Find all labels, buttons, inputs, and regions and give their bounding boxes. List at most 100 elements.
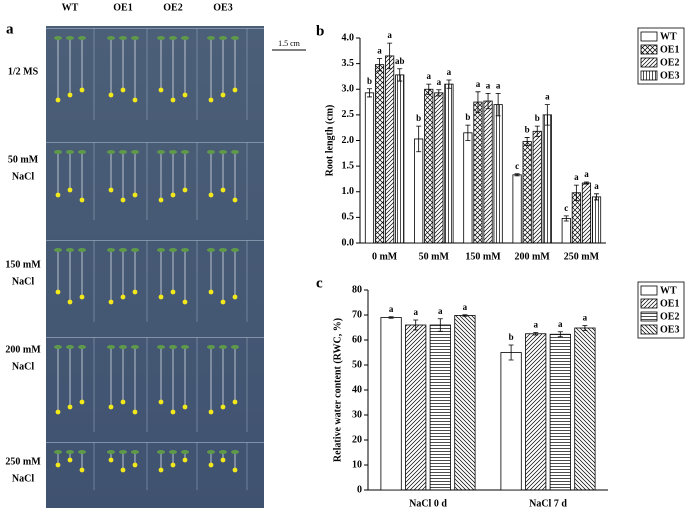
legend-swatch [640,31,658,42]
significance-letter: a [533,320,538,330]
cotyledon [78,36,86,40]
y-axis-label: Root length (cm) [324,105,335,177]
row-label-bg [0,472,46,487]
row-label: NaCl [12,171,34,182]
root-tip-marker [79,294,85,300]
cotyledon [131,150,139,154]
error-bar [573,184,579,201]
cotyledon [119,36,127,40]
significance-letter: a [427,71,432,81]
cotyledon [219,450,227,454]
cotyledon [119,150,127,154]
root-tip-marker [120,467,126,473]
y-tick-label: 10 [352,459,362,470]
cotyledon [131,248,139,252]
legend-swatch [640,311,658,322]
legend-label: OE3 [660,70,679,81]
column-label: WT [62,2,79,13]
root-tip-marker [55,289,61,295]
bar [512,174,522,244]
photo-row-border [46,142,264,143]
error-bar [594,193,600,201]
cotyledon [231,150,239,154]
bar [380,317,402,491]
cotyledon [231,345,239,349]
cotyledon [66,248,74,252]
legend-label: WT [660,31,677,42]
error-bar [465,124,471,141]
cotyledon [107,36,115,40]
x-tick-label: 250 mM [564,251,600,262]
y-tick-label: 4.0 [342,32,355,43]
photo-row-border [46,337,264,338]
bar [364,92,375,244]
root-tip-marker [158,87,164,93]
column-label: OE1 [113,2,132,13]
root-tip-marker [67,404,73,410]
bar [542,114,552,244]
seedlings [46,28,264,490]
cotyledon [169,450,177,454]
error-bar [377,58,383,72]
y-tick-label: 0.5 [342,212,355,223]
y-tick-label: 3.0 [342,84,355,95]
root-tip-marker [108,457,114,463]
root-tip-marker [220,457,226,463]
cotyledon [219,150,227,154]
panel-label: b [316,23,324,39]
error-bar [495,92,501,117]
bar [395,74,405,244]
error-bar [557,331,563,338]
significance-letter: a [413,307,418,317]
root-tip-marker [108,92,114,98]
y-tick-label: 3.5 [342,58,355,69]
root-tip-marker [208,462,214,468]
cotyledon [219,345,227,349]
x-tick-label: NaCl 0 d [409,498,447,509]
cotyledon [107,450,115,454]
bar [522,141,532,244]
y-tick-label: 60 [352,334,362,345]
bar [532,130,542,244]
root-tip-marker [120,294,126,300]
legend-label: OE1 [660,44,679,55]
cotyledon [181,36,189,40]
error-bar [437,318,443,332]
root-tip-marker [67,299,73,305]
cotyledon [157,36,165,40]
significance-letter: a [377,46,382,56]
y-tick-label: 2.0 [342,135,355,146]
y-tick-label: 20 [352,434,362,445]
bar [463,132,473,244]
cotyledon [107,345,115,349]
bar [473,101,483,244]
significance-letter: a [463,302,468,312]
row-label: NaCl [12,276,34,287]
significance-letter: a [437,77,442,87]
root-tip-marker [232,294,238,300]
y-tick-label: 2.5 [342,109,355,120]
photo [46,26,264,508]
cotyledon [66,450,74,454]
significance-letter: a [389,304,394,314]
root-tip-marker [220,404,226,410]
significance-letter: a [387,30,392,40]
root-tip-marker [232,87,238,93]
root-tip-marker [132,192,138,198]
cotyledon [219,36,227,40]
significance-letter: b [509,332,514,342]
significance-letter: b [465,112,470,122]
root-tip-marker [208,289,214,295]
cotyledon [169,248,177,252]
root-tip-marker [182,457,188,463]
significance-letter: a [496,80,501,90]
legend-label: WT [660,285,677,296]
row-label-bg [0,258,46,273]
root-tip-marker [208,192,214,198]
cotyledon [157,150,165,154]
legend-swatch [640,324,658,335]
error-bar [475,91,481,113]
x-tick-label: 150 mM [465,251,501,262]
row-label-bg [0,343,46,358]
cotyledon [78,345,86,349]
